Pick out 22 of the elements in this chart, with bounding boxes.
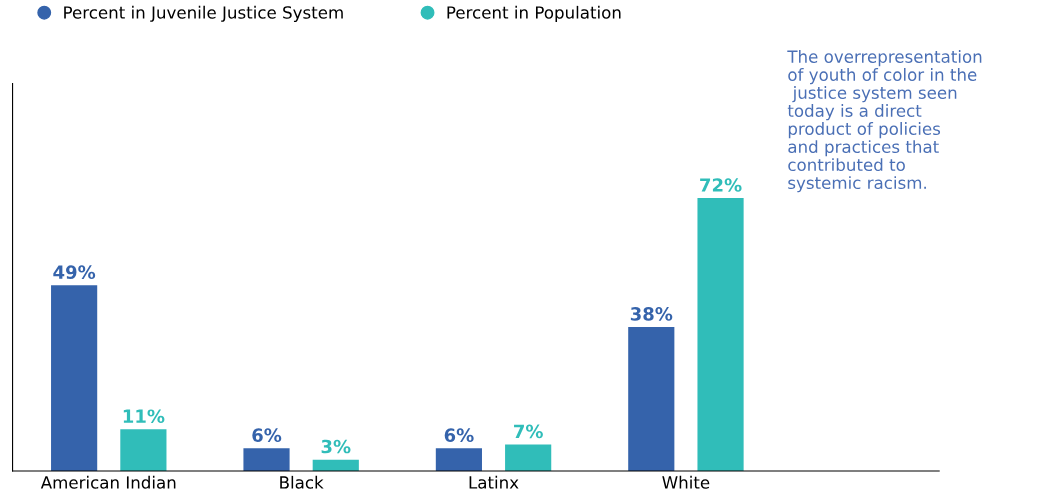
data-label: 3% [321,439,351,454]
data-label: 49% [53,265,96,280]
data-label: 6% [252,428,282,442]
x-tick-label: White [662,475,710,489]
text: The overrepresentation of youth of color in the justice system seen today is a direct product of policies and practices that contributed to systemic racism. [787,50,982,193]
bar [505,444,552,471]
bar [628,326,675,471]
bar [243,448,290,471]
x-tick-label: American Indian [40,475,176,489]
data-label: 11% [123,409,165,424]
x-tick-label: Latinx [469,475,519,489]
data-label: 7% [514,424,543,439]
bar [697,198,744,471]
data-label: 6% [444,428,474,442]
legend-label: Percent in Juvenile Justice System [64,5,343,22]
legend-label: Percent in Population [447,5,621,22]
data-label: 72% [700,178,742,192]
x-tick-label: Black [280,475,324,489]
bar [120,429,167,471]
data-label: 38% [630,307,673,321]
bar [51,285,98,471]
bar [435,448,482,471]
